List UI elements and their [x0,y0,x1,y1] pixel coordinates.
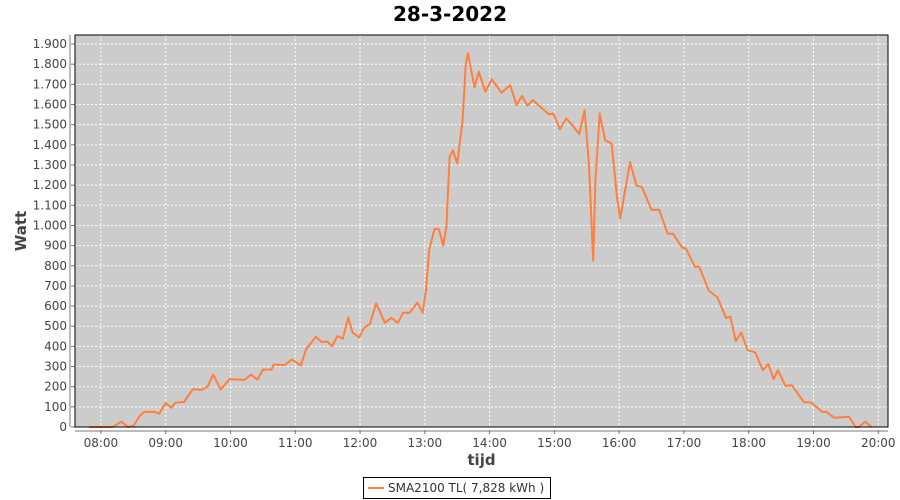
y-tick-label: 300 [44,360,67,374]
y-tick-label: 1.300 [33,158,67,172]
plot-area [75,35,888,427]
x-tick-label: 14:00 [472,436,507,450]
x-tick-label: 09:00 [148,436,183,450]
y-tick-label: 600 [44,299,67,313]
chart-title: 28-3-2022 [392,2,507,26]
x-tick-label: 18:00 [731,436,766,450]
y-tick-label: 1.200 [33,178,67,192]
y-tick-label: 1.000 [33,218,67,232]
x-tick-label: 08:00 [84,436,119,450]
y-tick-label: 1.800 [33,57,67,71]
legend-swatch [368,487,384,489]
y-tick-label: 1.900 [33,37,67,51]
y-tick-label: 500 [44,319,67,333]
y-tick-label: 1.600 [33,98,67,112]
y-tick-label: 900 [44,239,67,253]
x-tick-label: 11:00 [278,436,313,450]
y-tick-label: 100 [44,400,67,414]
y-tick-label: 800 [44,259,67,273]
y-axis-label: Watt [12,211,30,251]
x-tick-label: 20:00 [861,436,896,450]
x-tick-label: 17:00 [667,436,702,450]
x-tick-label: 13:00 [408,436,443,450]
x-tick-label: 19:00 [796,436,831,450]
x-axis-label: tijd [467,451,495,469]
y-tick-label: 1.400 [33,138,67,152]
y-tick-label: 1.100 [33,198,67,212]
y-tick-label: 700 [44,279,67,293]
x-tick-label: 12:00 [343,436,378,450]
series-line [89,52,873,428]
x-tick-label: 16:00 [602,436,637,450]
y-tick-label: 0 [59,420,67,434]
x-tick-label: 10:00 [213,436,248,450]
y-tick-label: 200 [44,380,67,394]
x-tick-label: 15:00 [537,436,572,450]
legend: SMA2100 TL( 7,828 kWh ) [363,477,552,499]
y-tick-label: 1.700 [33,77,67,91]
y-tick-label: 400 [44,339,67,353]
legend-label: SMA2100 TL( 7,828 kWh ) [388,481,545,495]
y-tick-label: 1.500 [33,118,67,132]
plot-border [74,34,889,428]
